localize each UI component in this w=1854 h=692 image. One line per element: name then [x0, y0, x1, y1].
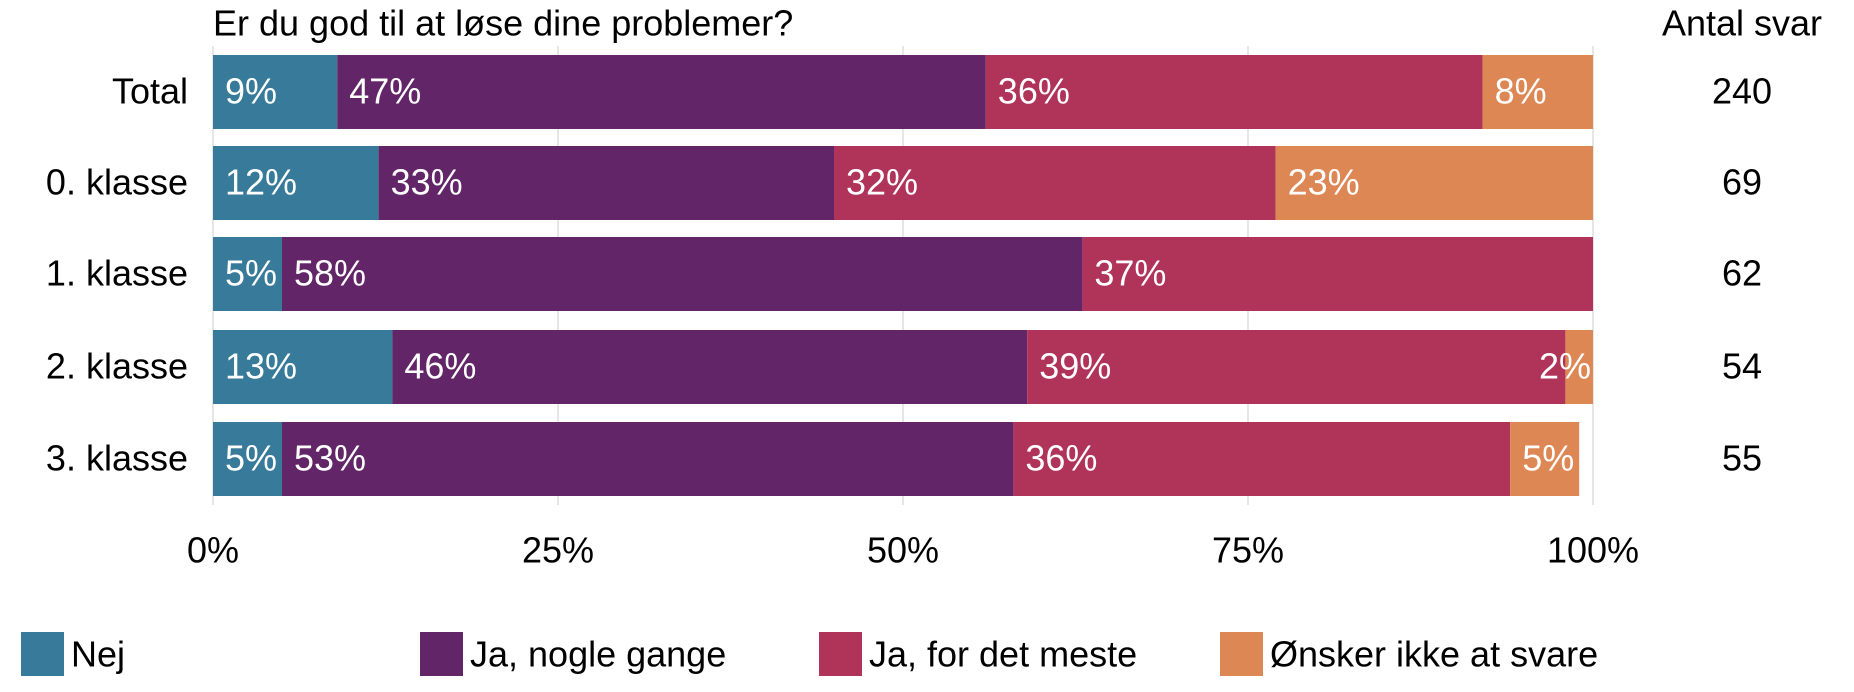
legend-label: Nej — [71, 634, 125, 675]
bar-segment — [1027, 330, 1566, 404]
count-label: 240 — [1712, 71, 1772, 112]
bar-segment — [392, 330, 1028, 404]
count-label: 62 — [1722, 253, 1762, 294]
bar-segment — [985, 55, 1483, 129]
bar-segment — [1275, 146, 1593, 220]
bar-segment — [213, 146, 379, 220]
bar-segment — [834, 146, 1276, 220]
bar-segment — [213, 422, 282, 496]
bar-segment — [1482, 55, 1593, 129]
bar-segment — [213, 55, 338, 129]
legend-label: Ja, nogle gange — [470, 634, 726, 675]
y-tick-label: 2. klasse — [46, 346, 188, 387]
value-label: 5% — [225, 253, 277, 294]
bar-segment — [1510, 422, 1580, 496]
y-tick-label: 3. klasse — [46, 438, 188, 479]
value-label: 32% — [846, 162, 918, 203]
value-label: 13% — [225, 346, 297, 387]
legend-swatch — [420, 632, 463, 676]
count-header: Antal svar — [1662, 3, 1822, 44]
bar-segment — [1565, 330, 1593, 404]
value-label: 9% — [225, 71, 277, 112]
legend-swatch — [819, 632, 862, 676]
y-tick-label: Total — [112, 71, 188, 112]
value-label: 33% — [391, 162, 463, 203]
value-label: 23% — [1288, 162, 1360, 203]
bar-segment — [213, 237, 282, 311]
value-label: 46% — [404, 346, 476, 387]
y-tick-label: 1. klasse — [46, 253, 188, 294]
value-label: 12% — [225, 162, 297, 203]
x-tick-label: 0% — [187, 530, 239, 571]
value-label: 5% — [225, 438, 277, 479]
bar-segment — [282, 422, 1014, 496]
count-label: 69 — [1722, 162, 1762, 203]
bar-segment — [1082, 237, 1593, 311]
x-tick-label: 75% — [1212, 530, 1284, 571]
value-label: 36% — [1025, 438, 1097, 479]
chart-title: Er du god til at løse dine problemer? — [213, 3, 793, 44]
bar-segment — [337, 55, 986, 129]
legend-label: Ønsker ikke at svare — [1270, 634, 1598, 675]
value-label: 8% — [1495, 71, 1547, 112]
value-label: 2% — [1539, 346, 1591, 387]
value-label: 5% — [1522, 438, 1574, 479]
value-label: 58% — [294, 253, 366, 294]
y-tick-label: 0. klasse — [46, 162, 188, 203]
count-label: 54 — [1722, 346, 1762, 387]
value-label: 37% — [1094, 253, 1166, 294]
x-tick-label: 50% — [867, 530, 939, 571]
legend-swatch — [21, 632, 64, 676]
value-label: 47% — [349, 71, 421, 112]
value-label: 39% — [1039, 346, 1111, 387]
x-tick-label: 25% — [522, 530, 594, 571]
legend-swatch — [1220, 632, 1263, 676]
bar-segment — [1013, 422, 1511, 496]
value-label: 53% — [294, 438, 366, 479]
count-label: 55 — [1722, 438, 1762, 479]
bar-segment — [378, 146, 834, 220]
x-tick-label: 100% — [1547, 530, 1639, 571]
bar-segment — [213, 330, 393, 404]
legend-label: Ja, for det meste — [869, 634, 1137, 675]
bar-segment — [282, 237, 1083, 311]
value-label: 36% — [998, 71, 1070, 112]
